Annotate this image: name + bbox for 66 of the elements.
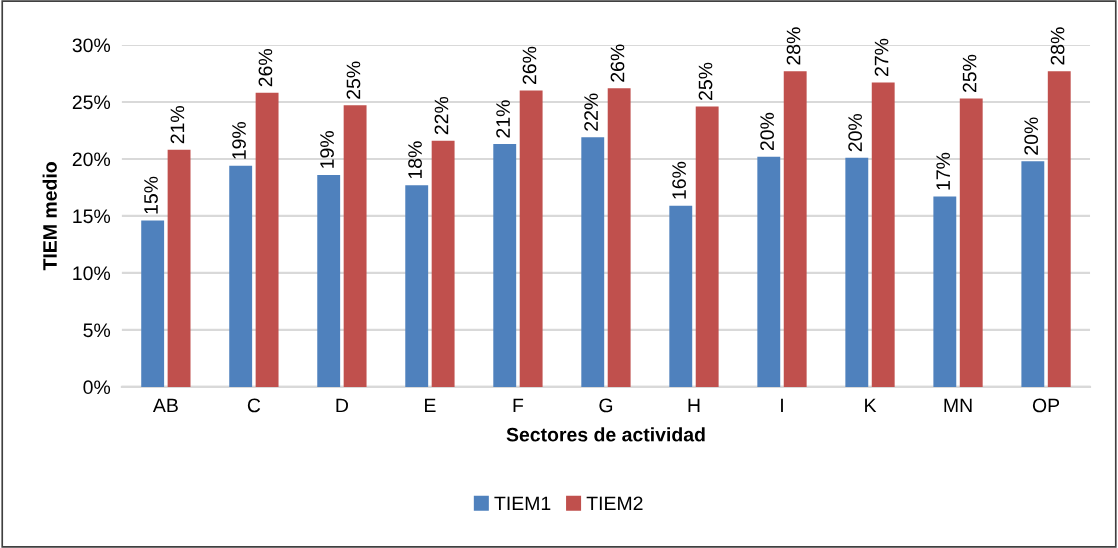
x-tick-label: MN bbox=[944, 398, 972, 413]
data-label: 20% bbox=[1024, 117, 1039, 155]
x-tick-label: H bbox=[688, 398, 700, 413]
bar bbox=[493, 144, 517, 387]
y-axis-title: TIEM medio bbox=[42, 162, 57, 271]
bar bbox=[255, 92, 279, 387]
bar bbox=[783, 71, 807, 387]
data-label: 25% bbox=[962, 54, 977, 92]
bar bbox=[933, 196, 957, 387]
bar bbox=[845, 157, 869, 387]
data-label: 26% bbox=[522, 46, 537, 84]
data-label: 25% bbox=[698, 62, 713, 100]
bar bbox=[431, 140, 455, 387]
bar bbox=[607, 88, 631, 387]
bar bbox=[871, 82, 895, 387]
y-tick-label: 20% bbox=[72, 152, 111, 167]
x-tick-label: I bbox=[781, 398, 783, 413]
bar bbox=[405, 185, 429, 387]
data-label: 20% bbox=[760, 112, 775, 151]
data-label: 25% bbox=[346, 61, 361, 99]
data-label: 27% bbox=[874, 38, 889, 77]
data-label: 26% bbox=[258, 49, 273, 87]
legend-label: TIEM1 bbox=[494, 496, 551, 511]
data-label: 28% bbox=[786, 27, 801, 65]
data-label: 22% bbox=[584, 93, 598, 131]
data-label: 19% bbox=[320, 131, 334, 168]
data-label: 22% bbox=[434, 96, 449, 135]
x-tick-label: C bbox=[247, 398, 261, 413]
data-label: 26% bbox=[610, 44, 625, 82]
y-tick-label: 30% bbox=[72, 38, 111, 53]
y-tick-label: 5% bbox=[83, 323, 111, 338]
bar bbox=[695, 106, 719, 387]
bar bbox=[317, 174, 341, 387]
data-label: 21% bbox=[170, 106, 185, 144]
bar bbox=[1047, 71, 1071, 387]
bar bbox=[519, 90, 543, 387]
data-label: 16% bbox=[672, 161, 686, 199]
data-label: 15% bbox=[144, 176, 158, 214]
x-tick-label: G bbox=[599, 398, 613, 413]
bar bbox=[1021, 161, 1045, 387]
bar bbox=[167, 149, 191, 387]
y-tick-label: 10% bbox=[73, 266, 111, 281]
y-tick-label: 25% bbox=[72, 95, 111, 110]
data-label: 18% bbox=[408, 141, 422, 179]
data-label: 28% bbox=[1050, 27, 1065, 65]
bar bbox=[669, 205, 693, 387]
y-tick-label: 0% bbox=[83, 380, 111, 395]
data-label: 19% bbox=[232, 121, 246, 159]
bar bbox=[757, 156, 781, 387]
x-tick-label: D bbox=[336, 398, 348, 413]
data-label: 21% bbox=[496, 100, 510, 138]
bar bbox=[229, 165, 253, 387]
legend-label: TIEM2 bbox=[586, 496, 643, 511]
bar bbox=[959, 98, 983, 387]
data-label: 20% bbox=[848, 114, 863, 152]
x-tick-label: K bbox=[865, 398, 877, 413]
data-label: 17% bbox=[936, 152, 950, 190]
x-tick-label: F bbox=[513, 398, 524, 413]
x-tick-label: E bbox=[425, 398, 436, 413]
bar bbox=[581, 137, 605, 387]
bar bbox=[343, 105, 367, 387]
x-tick-label: OP bbox=[1032, 398, 1060, 413]
y-tick-label: 15% bbox=[73, 209, 111, 224]
x-axis-title: Sectores de actividad bbox=[506, 427, 705, 442]
x-tick-label: AB bbox=[152, 398, 178, 413]
bar bbox=[141, 220, 165, 387]
